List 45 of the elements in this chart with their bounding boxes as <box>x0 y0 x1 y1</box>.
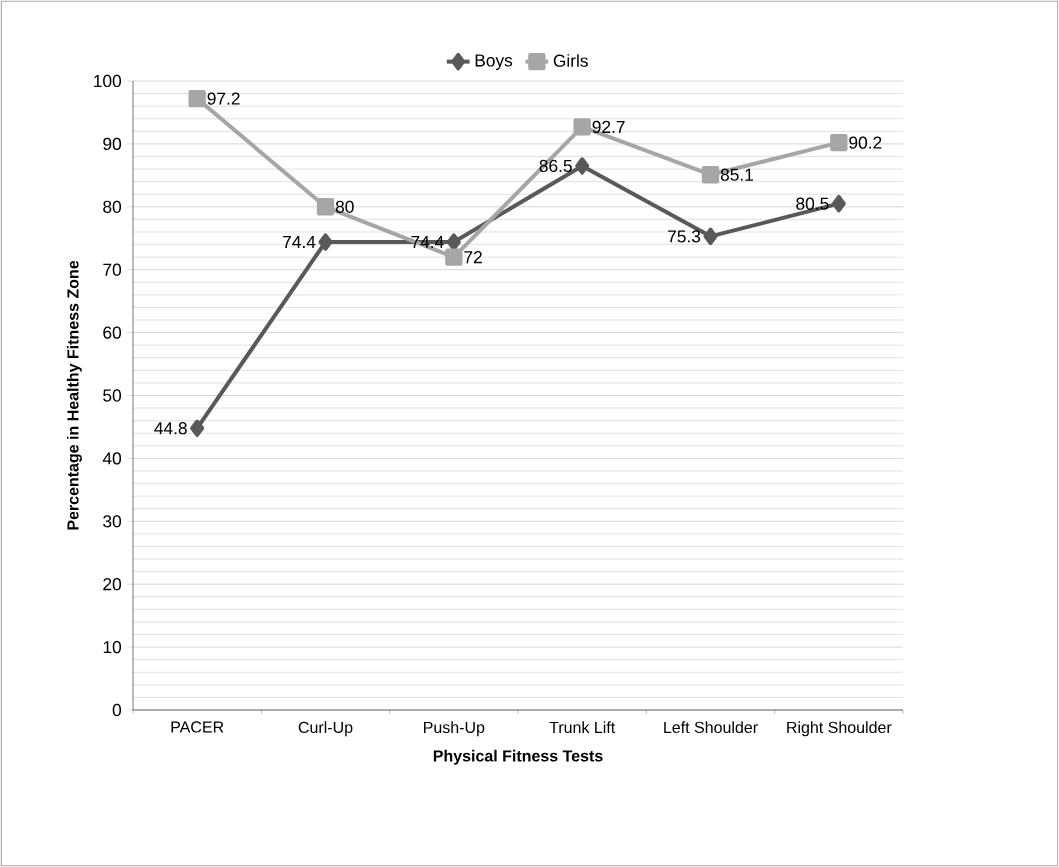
point <box>831 194 846 213</box>
data-label: 92.7 <box>592 120 625 134</box>
point <box>573 118 591 136</box>
data-label: 74.4 <box>283 236 316 248</box>
y-tick-label: 30 <box>103 515 122 528</box>
data-label: 44.8 <box>154 422 187 435</box>
point <box>703 227 718 246</box>
x-tick-label: Left Shoulder <box>664 721 758 734</box>
point <box>575 157 590 175</box>
data-label: 74.4 <box>411 236 444 248</box>
x-tick-label: Push-Up <box>424 721 485 737</box>
point <box>188 89 206 108</box>
x-tick-label: Curl-Up <box>298 721 353 737</box>
point <box>701 166 720 184</box>
y-tick-label: 10 <box>103 640 122 654</box>
y-tick-label: 50 <box>103 389 122 402</box>
y-tick-label: 60 <box>103 326 122 339</box>
data-label: 75.3 <box>668 230 701 243</box>
data-label: 72 <box>464 251 482 264</box>
data-label: 85.1 <box>720 168 753 181</box>
y-tick-label: 0 <box>112 703 122 717</box>
legend-label: Girls <box>553 54 588 67</box>
y-tick-label: 90 <box>103 137 122 151</box>
point <box>318 233 333 251</box>
y-tick-label: 20 <box>103 578 122 591</box>
data-label: 86.5 <box>539 159 572 173</box>
legend-label: Boys <box>475 54 513 70</box>
x-tick-label: PACER <box>171 721 224 733</box>
point <box>316 198 335 216</box>
y-tick-label: 70 <box>103 263 122 276</box>
x-tick-label: Right Shoulder <box>787 721 892 737</box>
y-tick-label: 100 <box>94 74 122 88</box>
y-tick-label: 80 <box>103 200 122 213</box>
point <box>445 248 463 266</box>
point <box>190 419 205 437</box>
data-label: 80 <box>335 200 354 213</box>
x-axis-title: Physical Fitness Tests <box>433 749 603 765</box>
data-label: 80.5 <box>796 197 829 210</box>
data-label: 90.2 <box>849 136 882 149</box>
data-label: 97.2 <box>207 92 240 105</box>
point <box>830 133 848 152</box>
y-axis-title: Percentage in Healthy Fitness Zone <box>66 260 82 530</box>
point <box>446 233 461 251</box>
x-tick-label: Trunk Lift <box>549 721 616 734</box>
y-tick-label: 40 <box>102 452 122 465</box>
